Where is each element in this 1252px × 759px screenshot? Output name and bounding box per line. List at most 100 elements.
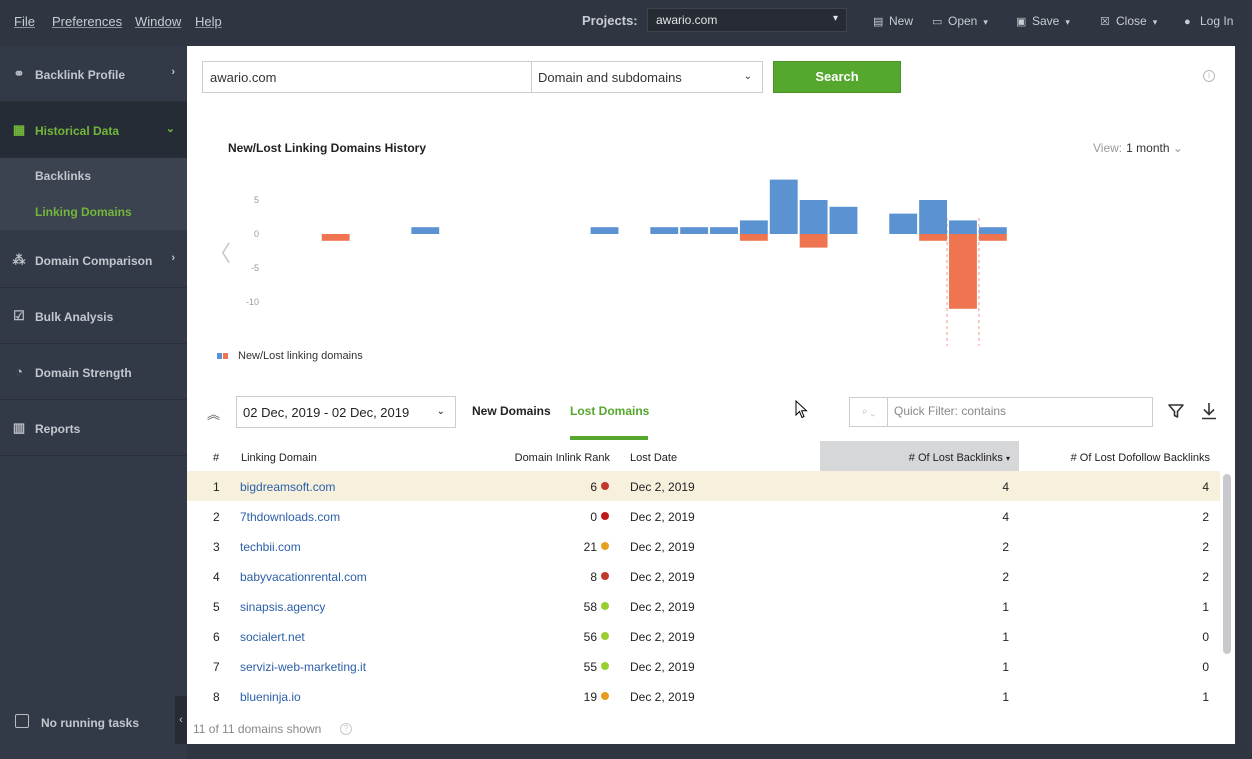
row-lost-dofollow: 0 <box>1202 660 1209 674</box>
close-icon: ☒ <box>1100 16 1110 28</box>
scope-select[interactable]: Domain and subdomains ⌄ <box>531 61 763 93</box>
new-button[interactable]: ▤ New <box>873 14 913 28</box>
info-icon[interactable]: i <box>1203 70 1215 82</box>
sidebar-subitem-backlinks[interactable]: Backlinks <box>0 158 187 194</box>
bar-lost <box>739 234 768 241</box>
col-header-inlink-rank[interactable]: Domain Inlink Rank <box>514 452 610 464</box>
tab-new-domains[interactable]: New Domains <box>472 404 551 418</box>
sorted-column-bg <box>820 441 1019 471</box>
table-row[interactable]: 6 socialert.net 56 Dec 2, 2019 1 0 <box>187 621 1220 651</box>
bar-new <box>769 179 798 234</box>
login-button[interactable]: ● Log In <box>1184 14 1233 28</box>
sidebar-item-historical-data[interactable]: ▦ Historical Data ⌄ <box>0 102 187 158</box>
bar-lost <box>321 234 350 241</box>
running-tasks[interactable]: No running tasks <box>0 696 187 748</box>
chevron-down-icon[interactable]: ▾ <box>1152 17 1158 27</box>
table-row[interactable]: 5 sinapsis.agency 58 Dec 2, 2019 1 1 <box>187 591 1220 621</box>
chevron-down-icon[interactable]: ▾ <box>983 17 988 27</box>
table-row[interactable]: 1 bigdreamsoft.com 6 Dec 2, 2019 4 4 <box>187 471 1220 501</box>
table-row[interactable]: 4 babyvacationrental.com 8 Dec 2, 2019 2… <box>187 561 1220 591</box>
rank-indicator <box>601 482 609 490</box>
rank-indicator <box>601 692 609 700</box>
table-row[interactable]: 3 techbii.com 21 Dec 2, 2019 2 2 <box>187 531 1220 561</box>
open-button[interactable]: ▭ Open ▾ <box>932 14 988 28</box>
row-lost-date: Dec 2, 2019 <box>630 630 695 644</box>
row-lost-dofollow: 4 <box>1202 480 1209 494</box>
login-label: Log In <box>1200 14 1234 28</box>
sidebar-item-bulk-analysis[interactable]: ☑ Bulk Analysis <box>0 288 187 344</box>
col-header-linking-domain[interactable]: Linking Domain <box>241 452 317 464</box>
user-icon: ● <box>1184 16 1191 28</box>
sidebar-item-domain-comparison[interactable]: ⁂ Domain Comparison › <box>0 232 187 288</box>
row-domain-link[interactable]: techbii.com <box>240 540 301 554</box>
table-row[interactable]: 7 servizi-web-marketing.it 55 Dec 2, 201… <box>187 651 1220 681</box>
y-tick-label: -10 <box>246 297 259 307</box>
bar-new <box>978 227 1007 234</box>
chevron-down-icon: ▾ <box>832 13 838 24</box>
table-scrollbar[interactable] <box>1223 474 1231 654</box>
gauge-icon: ◔ <box>15 364 23 379</box>
search-button[interactable]: Search <box>773 61 901 93</box>
quick-filter-input[interactable] <box>894 404 1144 418</box>
date-range-select[interactable]: 02 Dec, 2019 - 02 Dec, 2019 ⌄ <box>236 396 456 428</box>
sidebar-subitem-linking-domains[interactable]: Linking Domains <box>0 194 187 230</box>
sidebar-item-domain-strength[interactable]: ◔ Domain Strength <box>0 344 187 400</box>
mouse-cursor-icon <box>795 400 808 419</box>
sidebar: ⚭ Backlink Profile › ▦ Historical Data ⌄… <box>0 46 187 759</box>
download-icon[interactable] <box>1199 401 1219 421</box>
row-domain-link[interactable]: bigdreamsoft.com <box>240 480 336 494</box>
row-index: 6 <box>213 630 220 644</box>
table-row[interactable]: 2 7thdownloads.com 0 Dec 2, 2019 4 2 <box>187 501 1220 531</box>
collapse-sidebar-button[interactable]: ‹ <box>175 696 187 744</box>
row-domain-link[interactable]: blueninja.io <box>240 690 301 704</box>
sidebar-item-reports[interactable]: ▥ Reports <box>0 400 187 456</box>
rank-indicator <box>601 512 609 520</box>
row-rank: 56 <box>583 630 597 644</box>
row-index: 5 <box>213 600 220 614</box>
menu-help[interactable]: Help <box>195 14 222 29</box>
row-domain-link[interactable]: servizi-web-marketing.it <box>240 660 367 674</box>
save-button[interactable]: ▣ Save ▾ <box>1016 14 1070 28</box>
active-tab-indicator <box>570 436 648 440</box>
table-row[interactable]: 8 blueninja.io 19 Dec 2, 2019 1 1 <box>187 681 1220 711</box>
search-icon[interactable]: ⌕ ⌄ <box>850 398 888 426</box>
row-lost-date: Dec 2, 2019 <box>630 510 695 524</box>
bar-new <box>411 227 440 234</box>
sidebar-item-backlink-profile[interactable]: ⚭ Backlink Profile › <box>0 46 187 102</box>
tab-lost-domains[interactable]: Lost Domains <box>570 404 650 418</box>
project-select[interactable]: awario.com ▾ <box>647 8 847 32</box>
rank-indicator <box>601 542 609 550</box>
view-period-select[interactable]: View: 1 month ⌄ <box>1093 141 1183 155</box>
chevron-down-icon[interactable]: ▾ <box>1065 17 1070 27</box>
table-header: # Linking Domain Domain Inlink Rank Lost… <box>187 441 1235 471</box>
bar-lost <box>799 234 828 248</box>
collapse-chart-icon[interactable]: ︽ <box>207 407 221 422</box>
col-header-index[interactable]: # <box>213 452 220 464</box>
chart-title: New/Lost Linking Domains History <box>228 141 427 155</box>
filter-icon[interactable] <box>1167 402 1185 420</box>
link-icon: ⚭ <box>13 66 25 81</box>
chart-prev-icon[interactable]: 〈 <box>209 241 232 266</box>
view-label: View: <box>1093 141 1123 155</box>
row-lost-backlinks: 2 <box>1002 540 1009 554</box>
menu-preferences[interactable]: Preferences <box>52 14 123 29</box>
search-input[interactable]: awario.com <box>202 61 532 93</box>
menu-window[interactable]: Window <box>135 14 182 29</box>
close-button[interactable]: ☒ Close ▾ <box>1100 14 1157 28</box>
col-header-lost-backlinks[interactable]: # Of Lost Backlinks ▾ <box>909 452 1010 464</box>
row-lost-date: Dec 2, 2019 <box>630 660 695 674</box>
menu-file[interactable]: File <box>14 14 35 29</box>
row-domain-link[interactable]: socialert.net <box>240 630 305 644</box>
bar-new <box>680 227 709 234</box>
row-domain-link[interactable]: babyvacationrental.com <box>240 570 367 584</box>
col-header-lost-dofollow[interactable]: # Of Lost Dofollow Backlinks <box>1070 452 1210 464</box>
domains-count: 11 of 11 domains shown <box>193 722 322 736</box>
row-rank: 19 <box>583 690 597 704</box>
help-icon[interactable]: ? <box>340 723 352 735</box>
col-header-lost-date[interactable]: Lost Date <box>630 452 678 464</box>
bar-new <box>590 227 619 234</box>
bubbles-icon: ⁂ <box>12 252 26 267</box>
row-domain-link[interactable]: 7thdownloads.com <box>240 510 341 524</box>
row-domain-link[interactable]: sinapsis.agency <box>240 600 326 614</box>
row-rank: 55 <box>583 660 597 674</box>
